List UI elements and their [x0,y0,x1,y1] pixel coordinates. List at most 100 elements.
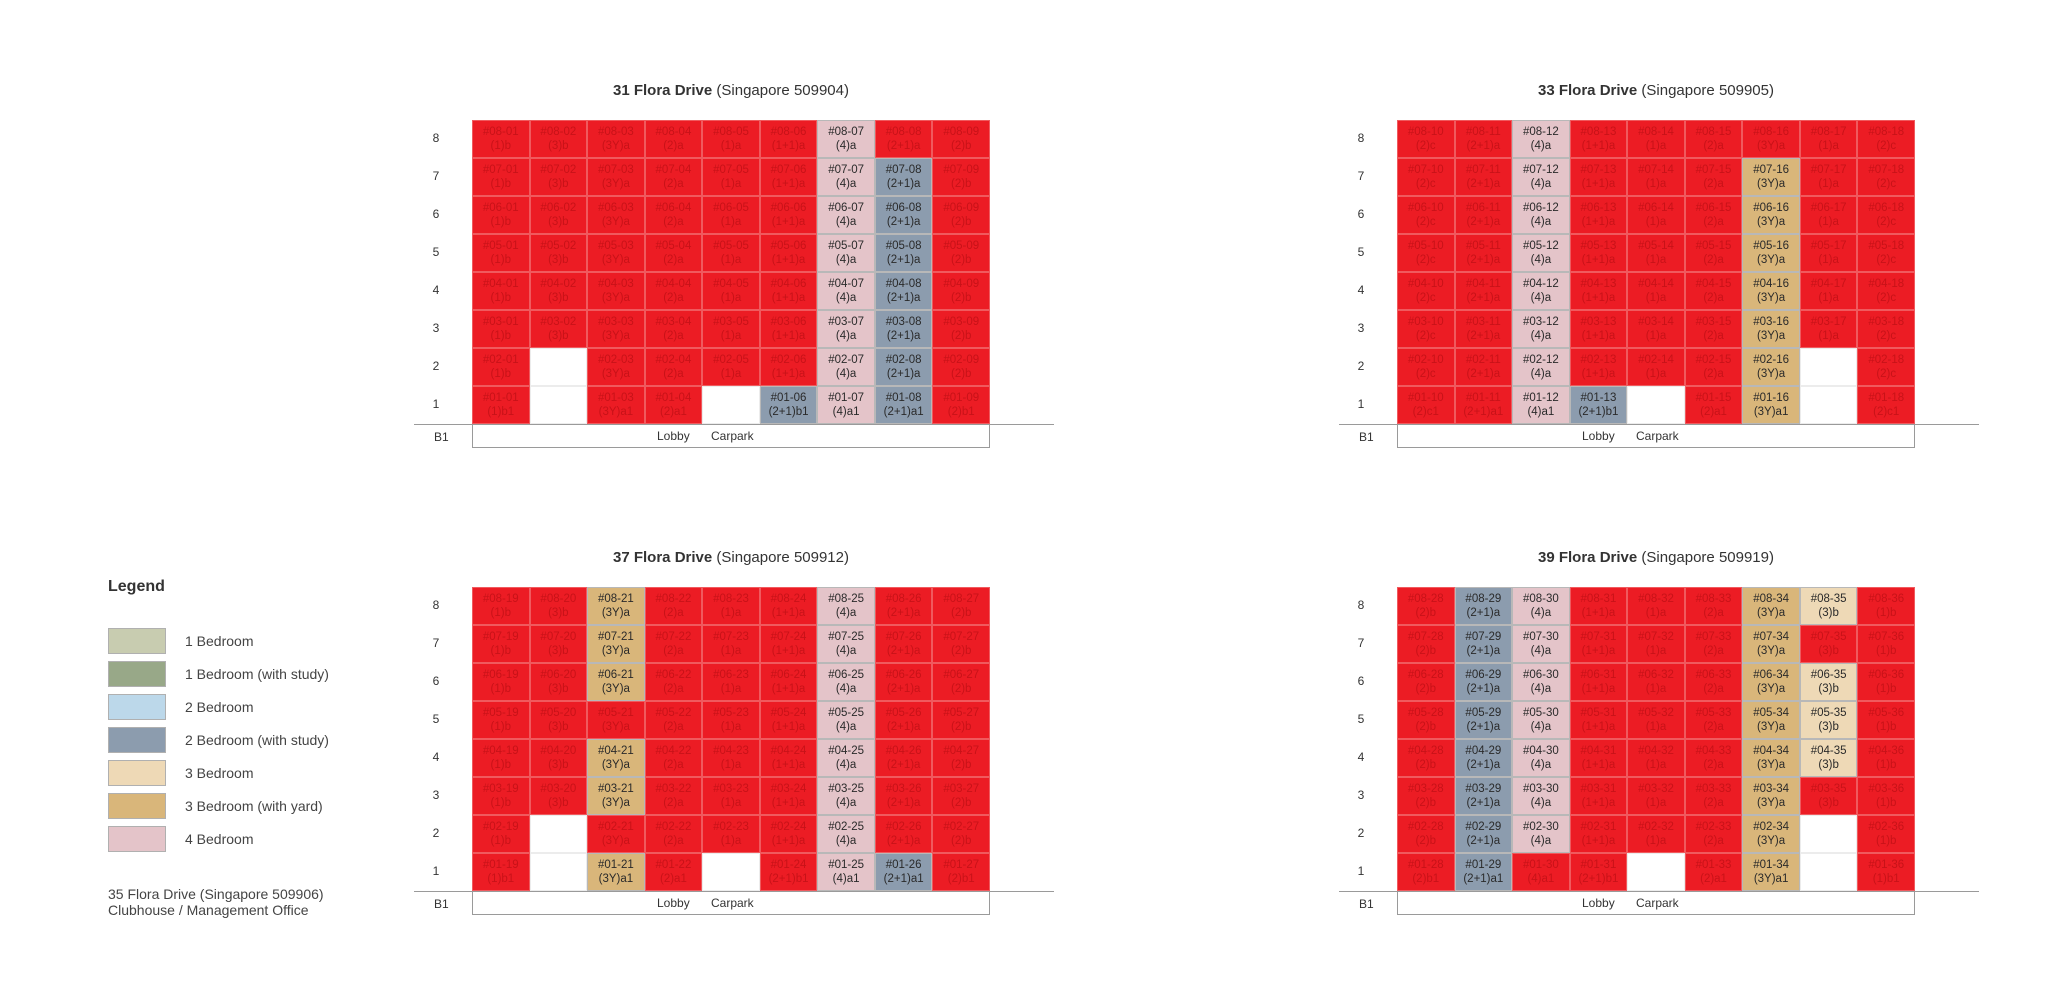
unit-cell-sold[interactable]: #07-26 (2+1)a [874,625,933,663]
unit-cell-sold[interactable]: #04-03 (3Y)a [587,272,645,310]
unit-cell-sold[interactable]: #03-15 (2)a [1684,310,1743,348]
unit-cell-sold[interactable]: #05-33 (2)a [1684,701,1743,739]
unit-cell-available[interactable]: #01-34 (3Y)a1 [1742,853,1800,891]
unit-cell-sold[interactable]: #07-09 (2)b [932,158,990,196]
unit-cell-sold[interactable]: #07-10 (2)c [1397,158,1455,196]
unit-cell-sold[interactable]: #04-17 (1)a [1799,272,1858,310]
unit-cell-sold[interactable]: #05-31 (1+1)a [1569,701,1628,739]
unit-cell-sold[interactable]: #04-20 (3)b [529,739,588,777]
unit-cell-available[interactable]: #04-08 (2+1)a [874,272,933,310]
unit-cell-available[interactable]: #05-12 (4)a [1512,234,1570,272]
unit-cell-sold[interactable]: #04-10 (2)c [1397,272,1455,310]
unit-cell-sold[interactable]: #06-33 (2)a [1684,663,1743,701]
unit-cell-sold[interactable]: #02-21 (3Y)a [587,815,645,853]
unit-cell-sold[interactable]: #07-18 (2)c [1857,158,1915,196]
unit-cell-sold[interactable]: #02-36 (1)b [1857,815,1915,853]
unit-cell-available[interactable]: #08-25 (4)a [817,587,875,625]
unit-cell-available[interactable]: #08-21 (3Y)a [587,587,645,625]
unit-cell-sold[interactable]: #05-22 (2)a [644,701,703,739]
unit-cell-sold[interactable]: #06-01 (1)b [472,196,530,234]
unit-cell-available[interactable]: #08-29 (2+1)a [1454,587,1513,625]
unit-cell-sold[interactable]: #02-11 (2+1)a [1454,348,1513,386]
unit-cell-available[interactable]: #03-30 (4)a [1512,777,1570,815]
unit-cell-sold[interactable]: #01-28 (2)b1 [1397,853,1455,891]
unit-cell-sold[interactable]: #07-28 (2)b [1397,625,1455,663]
unit-cell-sold[interactable]: #05-21 (3Y)a [587,701,645,739]
unit-cell-sold[interactable]: #06-22 (2)a [644,663,703,701]
unit-cell-available[interactable]: #05-29 (2+1)a [1454,701,1513,739]
unit-cell-available[interactable]: #07-21 (3Y)a [587,625,645,663]
unit-cell-sold[interactable]: #02-24 (1+1)a [759,815,818,853]
unit-cell-sold[interactable]: #07-22 (2)a [644,625,703,663]
unit-cell-sold[interactable]: #02-19 (1)b [472,815,530,853]
unit-cell-sold[interactable]: #07-05 (1)a [702,158,760,196]
unit-cell-sold[interactable]: #03-04 (2)a [644,310,703,348]
unit-cell-sold[interactable]: #07-23 (1)a [702,625,760,663]
unit-cell-sold[interactable]: #08-03 (3Y)a [587,120,645,158]
unit-cell-sold[interactable]: #08-14 (1)a [1627,120,1685,158]
unit-cell-available[interactable]: #04-21 (3Y)a [587,739,645,777]
unit-cell-sold[interactable]: #05-04 (2)a [644,234,703,272]
unit-cell-sold[interactable]: #01-15 (2)a1 [1684,386,1743,424]
unit-cell-available[interactable]: #06-30 (4)a [1512,663,1570,701]
unit-cell-sold[interactable]: #07-11 (2+1)a [1454,158,1513,196]
unit-cell-available[interactable]: #04-07 (4)a [817,272,875,310]
unit-cell-sold[interactable]: #07-02 (3)b [529,158,588,196]
unit-cell-sold[interactable]: #07-31 (1+1)a [1569,625,1628,663]
unit-cell-available[interactable]: #01-06 (2+1)b1 [759,386,818,424]
unit-cell-sold[interactable]: #02-18 (2)c [1857,348,1915,386]
unit-cell-sold[interactable]: #02-33 (2)a [1684,815,1743,853]
unit-cell-sold[interactable]: #05-17 (1)a [1799,234,1858,272]
unit-cell-sold[interactable]: #08-05 (1)a [702,120,760,158]
unit-cell-available[interactable]: #01-12 (4)a1 [1512,386,1570,424]
unit-cell-sold[interactable]: #04-15 (2)a [1684,272,1743,310]
unit-cell-sold[interactable]: #06-11 (2+1)a [1454,196,1513,234]
unit-cell-sold[interactable]: #05-02 (3)b [529,234,588,272]
unit-cell-sold[interactable]: #05-19 (1)b [472,701,530,739]
unit-cell-sold[interactable]: #03-01 (1)b [472,310,530,348]
unit-cell-sold[interactable]: #02-15 (2)a [1684,348,1743,386]
unit-cell-sold[interactable]: #07-33 (2)a [1684,625,1743,663]
unit-cell-sold[interactable]: #01-22 (2)a1 [644,853,703,891]
unit-cell-sold[interactable]: #06-17 (1)a [1799,196,1858,234]
unit-cell-available[interactable]: #01-07 (4)a1 [817,386,875,424]
unit-cell-sold[interactable]: #02-06 (1+1)a [759,348,818,386]
unit-cell-sold[interactable]: #02-27 (2)b [932,815,990,853]
unit-cell-sold[interactable]: #04-24 (1+1)a [759,739,818,777]
unit-cell-sold[interactable]: #08-31 (1+1)a [1569,587,1628,625]
unit-cell-sold[interactable]: #05-27 (2)b [932,701,990,739]
unit-cell-sold[interactable]: #06-09 (2)b [932,196,990,234]
unit-cell-available[interactable]: #01-08 (2+1)a1 [874,386,933,424]
unit-cell-sold[interactable]: #05-24 (1+1)a [759,701,818,739]
unit-cell-sold[interactable]: #03-31 (1+1)a [1569,777,1628,815]
unit-cell-available[interactable]: #07-08 (2+1)a [874,158,933,196]
unit-cell-available[interactable]: #05-30 (4)a [1512,701,1570,739]
unit-cell-sold[interactable]: #07-03 (3Y)a [587,158,645,196]
unit-cell-available[interactable]: #08-12 (4)a [1512,120,1570,158]
unit-cell-sold[interactable]: #06-03 (3Y)a [587,196,645,234]
unit-cell-sold[interactable]: #04-11 (2+1)a [1454,272,1513,310]
unit-cell-sold[interactable]: #08-01 (1)b [472,120,530,158]
unit-cell-sold[interactable]: #06-06 (1+1)a [759,196,818,234]
unit-cell-sold[interactable]: #02-31 (1+1)a [1569,815,1628,853]
unit-cell-sold[interactable]: #02-04 (2)a [644,348,703,386]
unit-cell-sold[interactable]: #08-16 (3Y)a [1742,120,1800,158]
unit-cell-sold[interactable]: #02-14 (1)a [1627,348,1685,386]
unit-cell-sold[interactable]: #03-02 (3)b [529,310,588,348]
unit-cell-sold[interactable]: #04-13 (1+1)a [1569,272,1628,310]
unit-cell-sold[interactable]: #08-23 (1)a [702,587,760,625]
unit-cell-available[interactable]: #03-07 (4)a [817,310,875,348]
unit-cell-sold[interactable]: #08-26 (2+1)a [874,587,933,625]
unit-cell-available[interactable]: #07-07 (4)a [817,158,875,196]
unit-cell-sold[interactable]: #08-18 (2)c [1857,120,1915,158]
unit-cell-sold[interactable]: #03-13 (1+1)a [1569,310,1628,348]
unit-cell-sold[interactable]: #01-24 (2+1)b1 [759,853,818,891]
unit-cell-sold[interactable]: #01-30 (4)a1 [1512,853,1570,891]
unit-cell-sold[interactable]: #08-17 (1)a [1799,120,1858,158]
unit-cell-sold[interactable]: #03-18 (2)c [1857,310,1915,348]
unit-cell-sold[interactable]: #05-18 (2)c [1857,234,1915,272]
unit-cell-sold[interactable]: #04-14 (1)a [1627,272,1685,310]
unit-cell-sold[interactable]: #07-27 (2)b [932,625,990,663]
unit-cell-available[interactable]: #05-35 (3)b [1799,701,1858,739]
unit-cell-sold[interactable]: #07-20 (3)b [529,625,588,663]
